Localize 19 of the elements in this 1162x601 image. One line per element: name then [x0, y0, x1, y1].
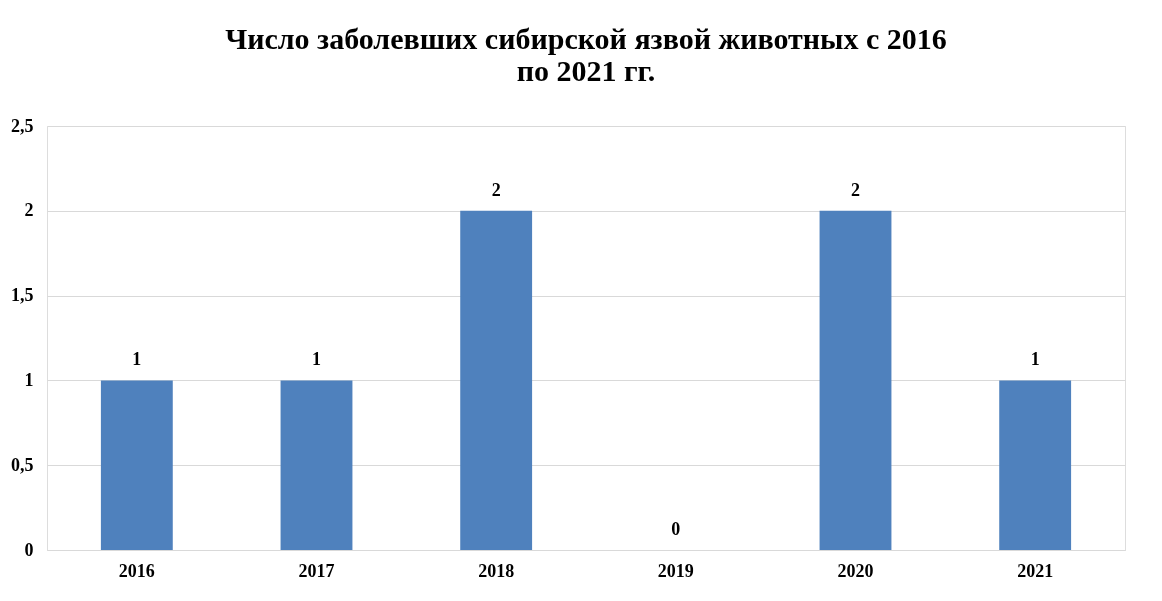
y-tick-label: 0,5 — [11, 454, 34, 475]
y-tick-label: 2,5 — [11, 115, 34, 136]
x-tick-label: 2016 — [118, 560, 155, 581]
data-label: 1 — [1030, 349, 1040, 370]
x-tick-label: 2021 — [1017, 560, 1054, 581]
x-tick-label: 2017 — [298, 560, 335, 581]
data-label: 2 — [491, 179, 501, 200]
data-label: 1 — [312, 349, 321, 370]
y-tick-label: 1 — [24, 369, 34, 390]
x-tick-label: 2020 — [837, 560, 874, 581]
chart-title: Число заболевших сибирской язвой животных с 2016 по 2021 гг. — [225, 22, 947, 87]
data-label: 1 — [132, 349, 142, 370]
x-tick-label: 2018 — [478, 560, 515, 581]
data-label: 2 — [851, 179, 860, 200]
y-tick-label: 0 — [24, 539, 34, 560]
y-tick-label: 1,5 — [11, 285, 34, 306]
y-tick-label: 2 — [24, 200, 34, 221]
x-tick-label: 2019 — [657, 560, 694, 581]
data-label: 0 — [671, 519, 681, 539]
